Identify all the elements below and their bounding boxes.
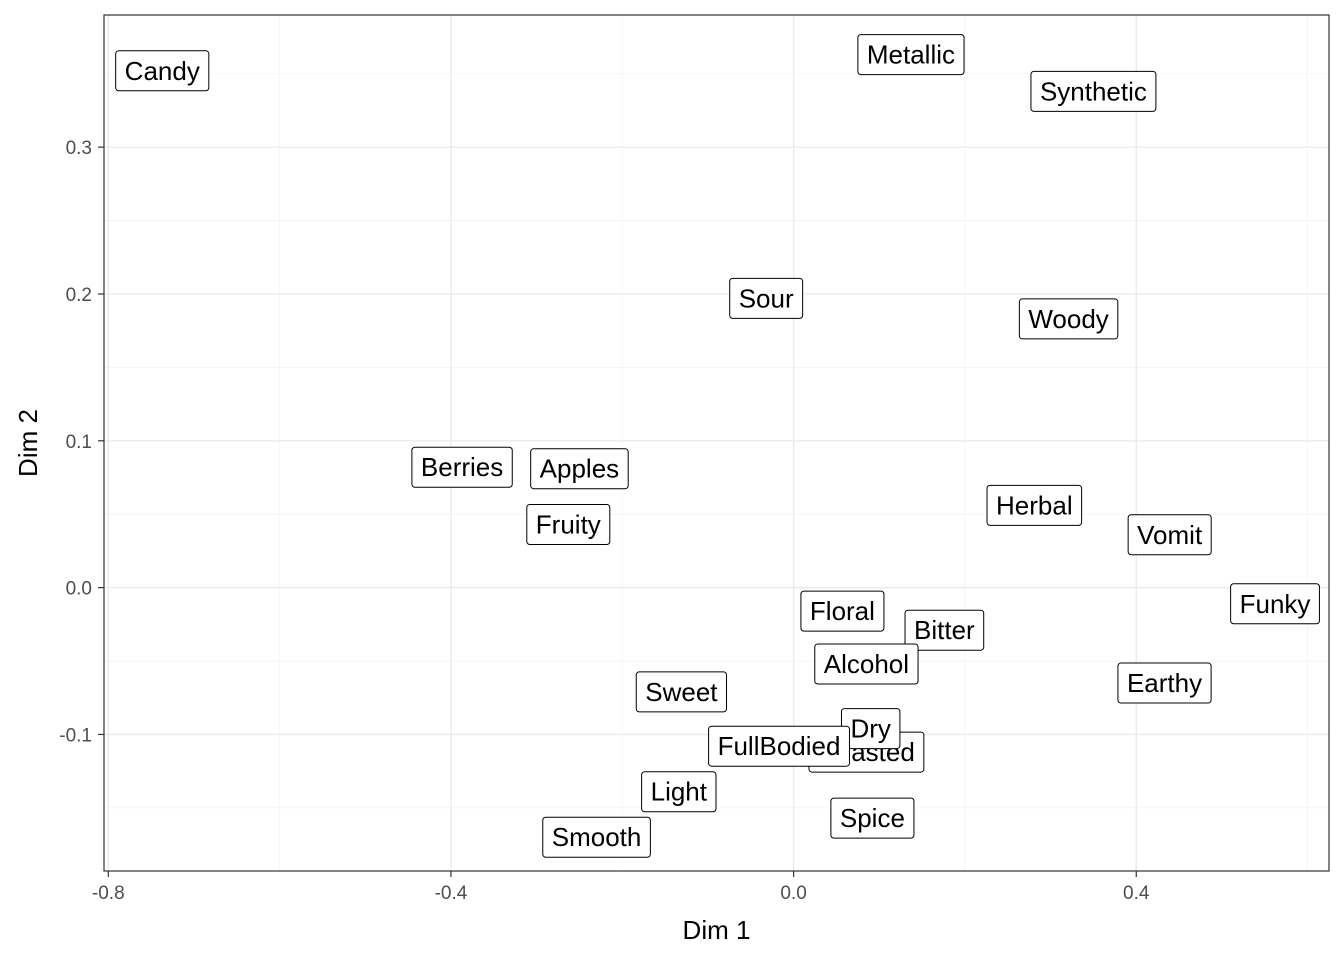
point-labels: Candy Metallic Synthetic Sour Woody Apples Ber… [115,34,1320,858]
point-label-text: Herbal [996,490,1073,520]
point-label: Funky [1230,583,1320,625]
x-tick-label: -0.4 [435,883,468,904]
point-label-box [904,609,985,651]
y-tick-label: 0.2 [66,285,92,306]
point-label-box [641,771,717,813]
point-label-box [814,643,919,685]
point-label-box [800,590,885,632]
point-label-text: Floral [810,596,875,626]
point-label-text: FullBodied [718,731,841,761]
point-label-box [542,816,651,858]
point-label-text: Funky [1240,589,1311,619]
grid-lines [104,15,1329,871]
point-label-box [115,50,210,92]
point-label-box [526,503,611,545]
point-label-text: Fruity [536,509,601,539]
point-label: Apples [530,448,629,490]
x-tick-label: -0.8 [92,883,125,904]
x-axis-title: Dim 1 [683,915,751,945]
point-label: Dry [840,708,901,750]
point-label: Floral [800,590,885,632]
point-label-text: Light [651,777,708,807]
point-label: Smooth [542,816,651,858]
point-label: Sweet [635,671,728,713]
point-label-text: Berries [421,452,503,482]
point-label: Earthy [1117,662,1212,704]
point-label: Light [641,771,717,813]
y-tick-label: 0.1 [66,432,92,453]
point-label-box [1230,583,1320,625]
y-tick-label: 0.0 [66,579,92,600]
point-label-box [530,448,629,490]
y-tick-label: -0.1 [59,725,92,746]
point-label-text: Sour [739,283,794,313]
point-label: Sour [729,277,804,319]
x-tick-label: 0.0 [780,883,806,904]
point-label-text: Smooth [552,822,642,852]
point-label-text: Dry [850,714,890,744]
point-label-box [857,34,965,76]
point-label-box [1018,298,1119,340]
point-label-text: Spice [840,803,905,833]
point-label-box [830,797,915,839]
point-label-box [411,446,513,488]
point-label-box [1117,662,1212,704]
point-label-text: Apples [540,454,620,484]
y-tick-label: 0.3 [66,138,92,159]
x-tick-label: 0.4 [1123,883,1150,904]
point-label-text: Woody [1028,304,1108,334]
axes: -0.8 -0.4 0.0 0.4 -0.1 0.0 0.1 0.2 0.3 [59,138,1150,904]
point-label: Herbal [986,484,1083,526]
point-label-text: Earthy [1127,668,1202,698]
point-label-text: Synthetic [1040,76,1147,106]
point-label: Candy [115,50,210,92]
point-label: Fruity [526,503,611,545]
point-label-text: Sweet [645,677,718,707]
point-label: FullBodied [708,725,850,767]
point-label-text: Vomit [1137,520,1203,550]
point-label: Berries [411,446,513,488]
point-label: Woody [1018,298,1119,340]
point-label: Alcohol [814,643,919,685]
point-label-box [708,725,850,767]
point-label-box [1030,70,1157,112]
point-label: Spice [830,797,915,839]
y-axis-title: Dim 2 [13,409,43,477]
point-label-box [986,484,1083,526]
point-label: Bitter [904,609,985,651]
point-label-text: Alcohol [824,649,909,679]
point-label-box [635,671,728,713]
point-label-text: Candy [125,56,200,86]
point-label: Vomit [1127,514,1212,556]
point-label: Metallic [857,34,965,76]
point-label: Synthetic [1030,70,1157,112]
point-label-box [1127,514,1212,556]
point-label-box [729,277,804,319]
point-label-text: Metallic [867,40,955,70]
point-label-text: Bitter [914,615,975,645]
plot-panel-border [103,14,1330,872]
